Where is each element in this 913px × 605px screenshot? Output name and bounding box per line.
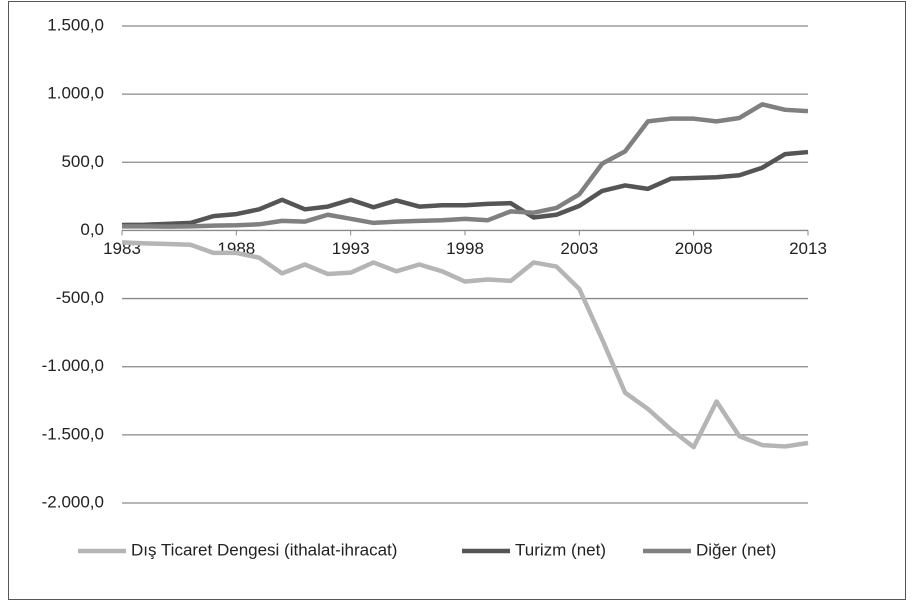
series-line [122, 102, 809, 229]
x-tick-label: 2013 [789, 239, 827, 258]
y-tick-label: -1.500,0 [42, 424, 104, 443]
frame [8, 1, 906, 600]
x-tick-label: 1998 [446, 239, 484, 258]
y-tick-label: 0,0 [80, 220, 104, 239]
y-tick-label: -1.000,0 [42, 356, 104, 375]
x-tick-label: 1993 [332, 239, 370, 258]
x-tick-label: 2008 [675, 239, 713, 258]
legend-label: Diğer (net) [696, 540, 776, 559]
series-line [121, 149, 809, 228]
y-tick-label: 1.500,0 [47, 15, 104, 34]
x-tick-label: 2003 [560, 239, 598, 258]
y-tick-label: -2.000,0 [42, 492, 104, 511]
y-tick-label: -500,0 [56, 288, 104, 307]
legend-label: Dış Ticaret Dengesi (ithalat-ihracat) [131, 540, 397, 559]
y-tick-label: 1.000,0 [47, 84, 104, 103]
y-tick-label: 500,0 [61, 152, 104, 171]
series-line [121, 240, 809, 450]
legend-label: Turizm (net) [515, 540, 606, 559]
